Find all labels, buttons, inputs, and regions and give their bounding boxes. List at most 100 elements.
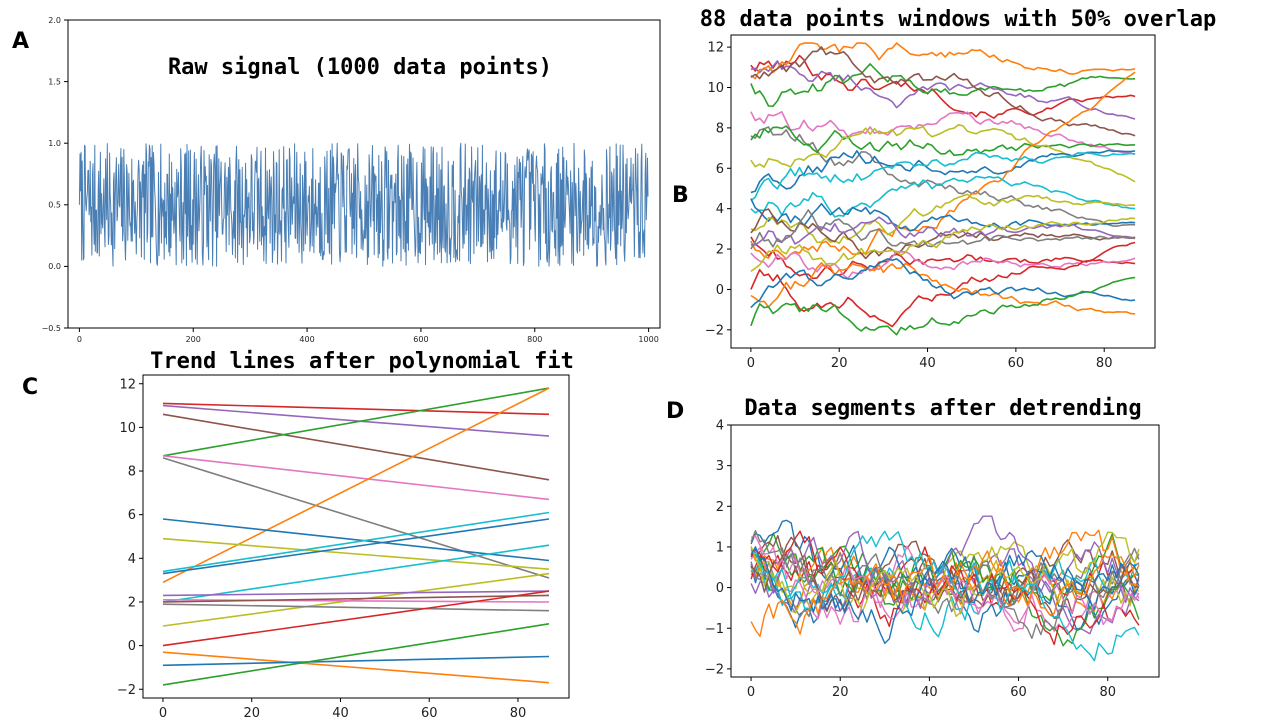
- trend-line: [162, 404, 550, 437]
- window-series: [750, 193, 1136, 245]
- axes-frame: [730, 424, 1160, 678]
- window-series: [750, 71, 1136, 260]
- windows-chart: 0 20 40 60 80 −2 0 2 4 6 8 10 12 88 data points windo…: [700, 7, 1217, 371]
- window-series: [750, 216, 1136, 246]
- y-tick-label: 1: [716, 540, 724, 555]
- x-tick-label: 200: [186, 335, 201, 344]
- y-tick-label: 10: [119, 421, 136, 436]
- x-tick-label: 0: [159, 706, 167, 720]
- trend-line: [162, 590, 550, 597]
- x-tick-label: 20: [243, 706, 260, 720]
- x-tick-label: 600: [413, 335, 428, 344]
- trend-line: [162, 387, 550, 584]
- panel-letter-c: C: [22, 375, 38, 400]
- trend-line: [162, 387, 550, 457]
- x-tick-label: 20: [831, 356, 848, 371]
- x-tick-label: 20: [832, 685, 849, 700]
- x-tick-label: 0: [77, 335, 82, 344]
- chart-title: Data segments after detrending: [744, 396, 1141, 421]
- panel-letter-d: D: [666, 399, 684, 424]
- y-tick-label: 0.5: [48, 201, 61, 210]
- window-series: [750, 124, 1136, 183]
- panel-letter-a: A: [12, 29, 29, 54]
- y-tick-label: 0: [128, 639, 136, 654]
- detrended-series: [750, 550, 1140, 637]
- window-series: [750, 209, 1136, 250]
- raw-signal-chart: 0 200 400 600 800 1000 −0.5 0.0 0.5 1.0 1.5 2.0 Raw …: [42, 16, 661, 344]
- raw-signal-series: [78, 142, 649, 267]
- trend-line: [162, 572, 550, 627]
- detrended-chart: 0 20 40 60 80 −2 −1 0 1 2 3 4 Data segments after de…: [705, 396, 1160, 700]
- trend-line: [162, 594, 550, 603]
- y-tick-label: −2: [705, 662, 724, 677]
- y-tick-label: −0.5: [42, 324, 61, 333]
- x-tick-label: 40: [921, 685, 938, 700]
- plot-area: [750, 42, 1136, 336]
- y-tick-label: 1.0: [48, 139, 61, 148]
- x-tick-label: 40: [332, 706, 349, 720]
- x-tick-label: 0: [747, 685, 755, 700]
- trend-line: [162, 651, 550, 684]
- y-tick-label: 12: [707, 41, 724, 56]
- window-series: [750, 63, 1136, 107]
- window-series: [750, 217, 1136, 272]
- trend-line: [162, 518, 550, 562]
- window-series: [750, 261, 1136, 315]
- detrended-series: [750, 557, 1140, 638]
- y-tick-label: 3: [716, 459, 724, 474]
- window-series: [750, 175, 1136, 218]
- y-tick-label: 4: [128, 552, 136, 567]
- window-series: [750, 125, 1136, 156]
- trend-line: [162, 518, 550, 575]
- window-series: [750, 46, 1136, 137]
- x-tick-label: 400: [299, 335, 314, 344]
- y-tick-label: 10: [707, 81, 724, 96]
- x-tick-label: 1000: [638, 335, 658, 344]
- detrended-series: [750, 530, 1140, 662]
- window-series: [750, 60, 1136, 120]
- y-tick-label: 0.0: [48, 262, 61, 271]
- x-tick-label: 80: [1099, 685, 1116, 700]
- y-tick-label: −2: [117, 683, 136, 698]
- axes-frame: [142, 374, 570, 699]
- detrended-series: [750, 531, 1140, 618]
- trend-line: [162, 603, 550, 612]
- y-tick-label: 2: [716, 243, 724, 258]
- y-tick-label: −1: [705, 622, 724, 637]
- window-series: [750, 111, 1136, 156]
- trend-line: [162, 544, 550, 603]
- window-series: [750, 42, 1136, 80]
- y-tick-label: 12: [119, 377, 136, 392]
- x-tick-label: 80: [1096, 356, 1113, 371]
- chart-title: Raw signal (1000 data points): [168, 55, 552, 80]
- x-tick-label: 800: [527, 335, 542, 344]
- x-tick-label: 60: [421, 706, 438, 720]
- detrended-series: [750, 530, 1140, 646]
- detrended-series: [750, 541, 1140, 612]
- y-tick-label: 4: [716, 419, 724, 434]
- y-tick-label: −2: [705, 323, 724, 338]
- trend-line: [162, 623, 550, 686]
- plot-area: [750, 515, 1140, 662]
- y-tick-label: 6: [716, 162, 724, 177]
- window-series: [750, 236, 1136, 280]
- x-tick-label: 60: [1010, 685, 1027, 700]
- trend-line: [162, 402, 550, 416]
- plot-area: [78, 142, 649, 267]
- window-series: [750, 126, 1136, 227]
- trend-line: [162, 590, 550, 647]
- detrended-series: [750, 535, 1140, 632]
- y-tick-label: 8: [128, 465, 136, 480]
- y-tick-label: 2: [128, 596, 136, 611]
- window-series: [750, 151, 1136, 202]
- window-series: [750, 276, 1136, 336]
- axes-frame: [730, 34, 1156, 349]
- x-tick-label: 0: [747, 356, 755, 371]
- trend-lines-chart: 0 20 40 60 80 −2 0 2 4 6 8 10 12 Trend lines after po…: [117, 349, 574, 720]
- y-tick-label: 8: [716, 121, 724, 136]
- x-tick-label: 40: [919, 356, 936, 371]
- y-tick-label: 6: [128, 508, 136, 523]
- trend-line: [162, 457, 550, 579]
- chart-title: 88 data points windows with 50% overlap: [700, 7, 1217, 32]
